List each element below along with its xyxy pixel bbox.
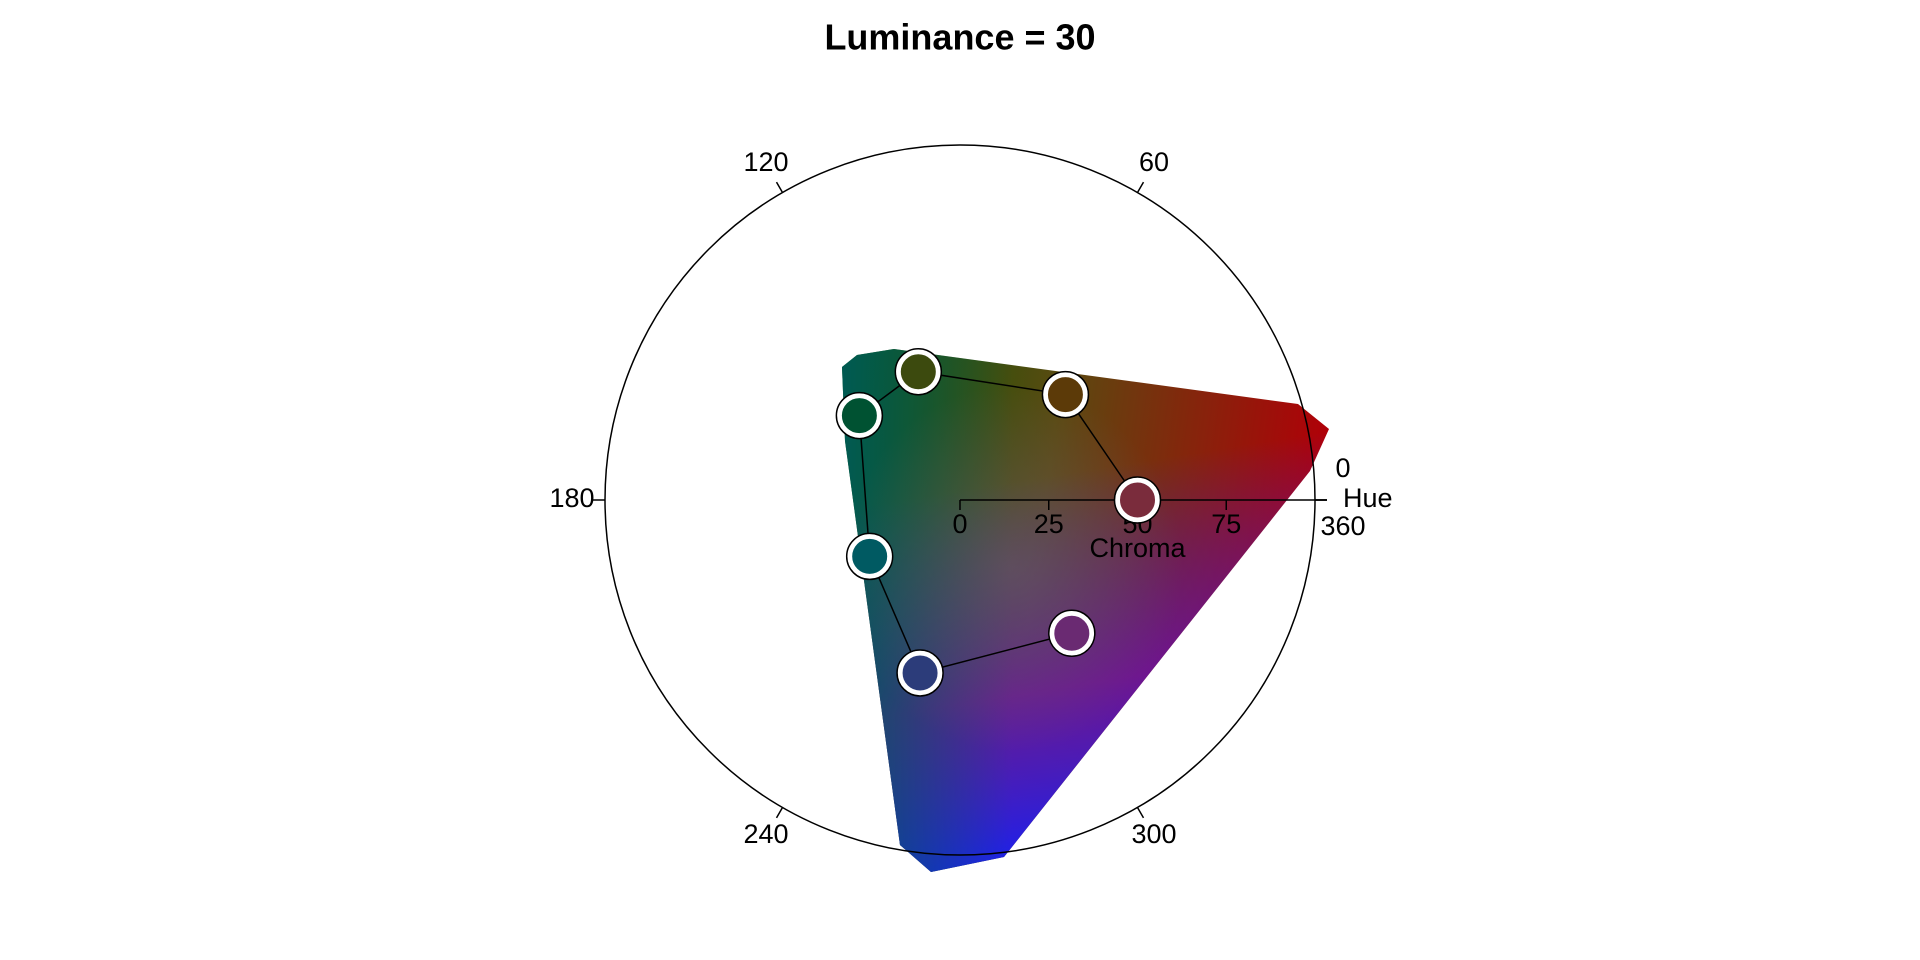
gamut [842,349,1329,872]
point-outline [896,649,944,697]
point-outline [835,391,884,440]
hue-tick-label: 360 [1320,511,1365,541]
hue-tick [775,807,784,819]
hue-tick [1136,807,1145,819]
hue-label: Hue [1343,483,1393,513]
point [1115,477,1160,523]
hue-tick-label: 0 [1335,453,1350,483]
hue-tick-label: 120 [743,147,788,177]
point-outline [1113,476,1162,524]
point [847,533,893,579]
chroma-label: Chroma [1089,533,1186,563]
hue-tick-label: 300 [1131,819,1176,849]
point [895,349,941,395]
point [1042,372,1088,418]
point-outline [1048,609,1096,658]
hue-tick [1136,181,1145,193]
chroma-tick-label: 75 [1211,509,1241,539]
point [1049,610,1095,656]
hue-tick [775,181,784,193]
point-outline [894,347,943,396]
point [897,650,943,696]
chroma-tick-label: 0 [952,509,967,539]
hue-tick-label: 180 [549,483,594,513]
chroma-tick-label: 25 [1034,509,1064,539]
point-outline [845,532,894,581]
chart-title: Luminance = 30 [824,17,1095,58]
point-outline [1041,370,1090,419]
point [836,393,882,439]
hue-tick-label: 240 [743,819,788,849]
hue-tick-label: 60 [1139,147,1169,177]
